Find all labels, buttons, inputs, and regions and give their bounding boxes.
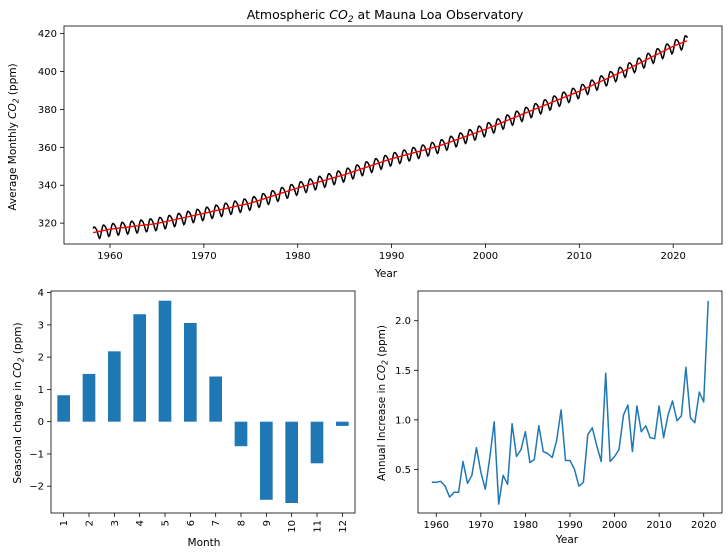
y-tick-label: 1 xyxy=(38,385,44,396)
bar-axes-frame xyxy=(50,290,356,514)
bar-month-11 xyxy=(310,421,324,464)
x-tick-label: 8 xyxy=(237,520,248,526)
y-tick-label: 320 xyxy=(38,219,57,230)
y-tick-label: 4 xyxy=(38,288,44,299)
x-tick-label: 12 xyxy=(338,520,349,533)
bar-y-axis-label: Seasonal change in CO2 (ppm) xyxy=(12,322,26,483)
top-plot-area: 1960 1970 1980 1990 2000 2010 2020 320 340 360 380… xyxy=(38,25,723,262)
annual-increase-chart: 1960 1970 1980 1990 2000 2010 2020 0.5 1.0 1.5 2.0… xyxy=(376,290,723,546)
annual-y-axis-label: Annual Increase in CO2 (ppm) xyxy=(376,325,390,481)
y-tick-label: 1.0 xyxy=(395,415,411,426)
x-tick-label: 1970 xyxy=(191,251,216,262)
annual-x-axis-label: Year xyxy=(555,534,579,546)
bar-x-axis-label: Month xyxy=(188,537,221,549)
x-tick-label: 3 xyxy=(110,520,121,526)
x-tick-label: 6 xyxy=(186,520,197,526)
x-tick-label: 1960 xyxy=(424,520,449,531)
y-tick-label: 3 xyxy=(38,320,44,331)
x-tick-label: 1980 xyxy=(513,520,538,531)
annual-plot-area: 1960 1970 1980 1990 2000 2010 2020 0.5 1.0 1.5 2.0 xyxy=(395,290,723,531)
bar-month-12 xyxy=(336,421,349,426)
x-tick-label: 2000 xyxy=(473,251,498,262)
bar-month-6 xyxy=(184,322,197,422)
bar-month-10 xyxy=(285,421,298,503)
x-tick-label: 1960 xyxy=(97,251,122,262)
y-tick-label: 340 xyxy=(38,181,57,192)
x-tick-label: 4 xyxy=(135,520,146,526)
x-tick-label: 2020 xyxy=(660,251,685,262)
x-tick-label: 2000 xyxy=(602,520,627,531)
x-tick-label: 2010 xyxy=(646,520,671,531)
top-axes-frame xyxy=(63,25,723,245)
x-tick-label: 5 xyxy=(161,520,172,526)
y-tick-label: 2 xyxy=(38,353,44,364)
x-tick-label: 9 xyxy=(262,520,273,526)
y-tick-label: 360 xyxy=(38,143,57,154)
co2-monthly-chart: Atmospheric CO2 at Mauna Loa Observatory… xyxy=(7,7,723,280)
x-tick-label: 10 xyxy=(287,520,298,533)
bar-month-5 xyxy=(158,300,172,422)
bar-month-7 xyxy=(209,376,222,422)
x-tick-label: 2 xyxy=(85,520,96,526)
x-tick-label: 1 xyxy=(59,520,70,526)
y-tick-label: 380 xyxy=(38,105,57,116)
y-tick-label: −1 xyxy=(29,449,44,460)
bar-month-8 xyxy=(234,421,248,447)
y-tick-label: 0 xyxy=(38,417,44,428)
top-y-axis-label: Average Monthly CO2 (ppm) xyxy=(7,63,21,210)
y-tick-label: 2.0 xyxy=(395,316,411,327)
y-tick-label: 0.5 xyxy=(395,465,411,476)
monthly-co2-line xyxy=(92,35,689,240)
chart-title: Atmospheric CO2 at Mauna Loa Observatory xyxy=(247,7,524,25)
x-tick-label: 2020 xyxy=(691,520,716,531)
annual-increase-line xyxy=(431,300,709,505)
trend-co2-line xyxy=(92,40,688,234)
x-tick-label: 2010 xyxy=(567,251,592,262)
bar-month-3 xyxy=(108,351,121,422)
y-tick-label: −2 xyxy=(29,482,44,493)
y-tick-label: 400 xyxy=(38,67,57,78)
x-tick-label: 1990 xyxy=(557,520,582,531)
bar-month-4 xyxy=(133,314,146,422)
y-tick-label: 420 xyxy=(38,29,57,40)
bar-month-1 xyxy=(57,395,70,422)
x-tick-label: 1970 xyxy=(468,520,493,531)
bar-month-9 xyxy=(260,421,273,500)
y-tick-label: 1.5 xyxy=(395,366,411,377)
bar-month-2 xyxy=(82,373,96,422)
top-x-axis-label: Year xyxy=(374,268,398,280)
x-tick-label: 1980 xyxy=(285,251,310,262)
x-tick-label: 11 xyxy=(313,520,324,533)
x-tick-label: 1990 xyxy=(379,251,404,262)
x-tick-label: 7 xyxy=(211,520,222,526)
annual-axes-frame xyxy=(417,290,723,514)
